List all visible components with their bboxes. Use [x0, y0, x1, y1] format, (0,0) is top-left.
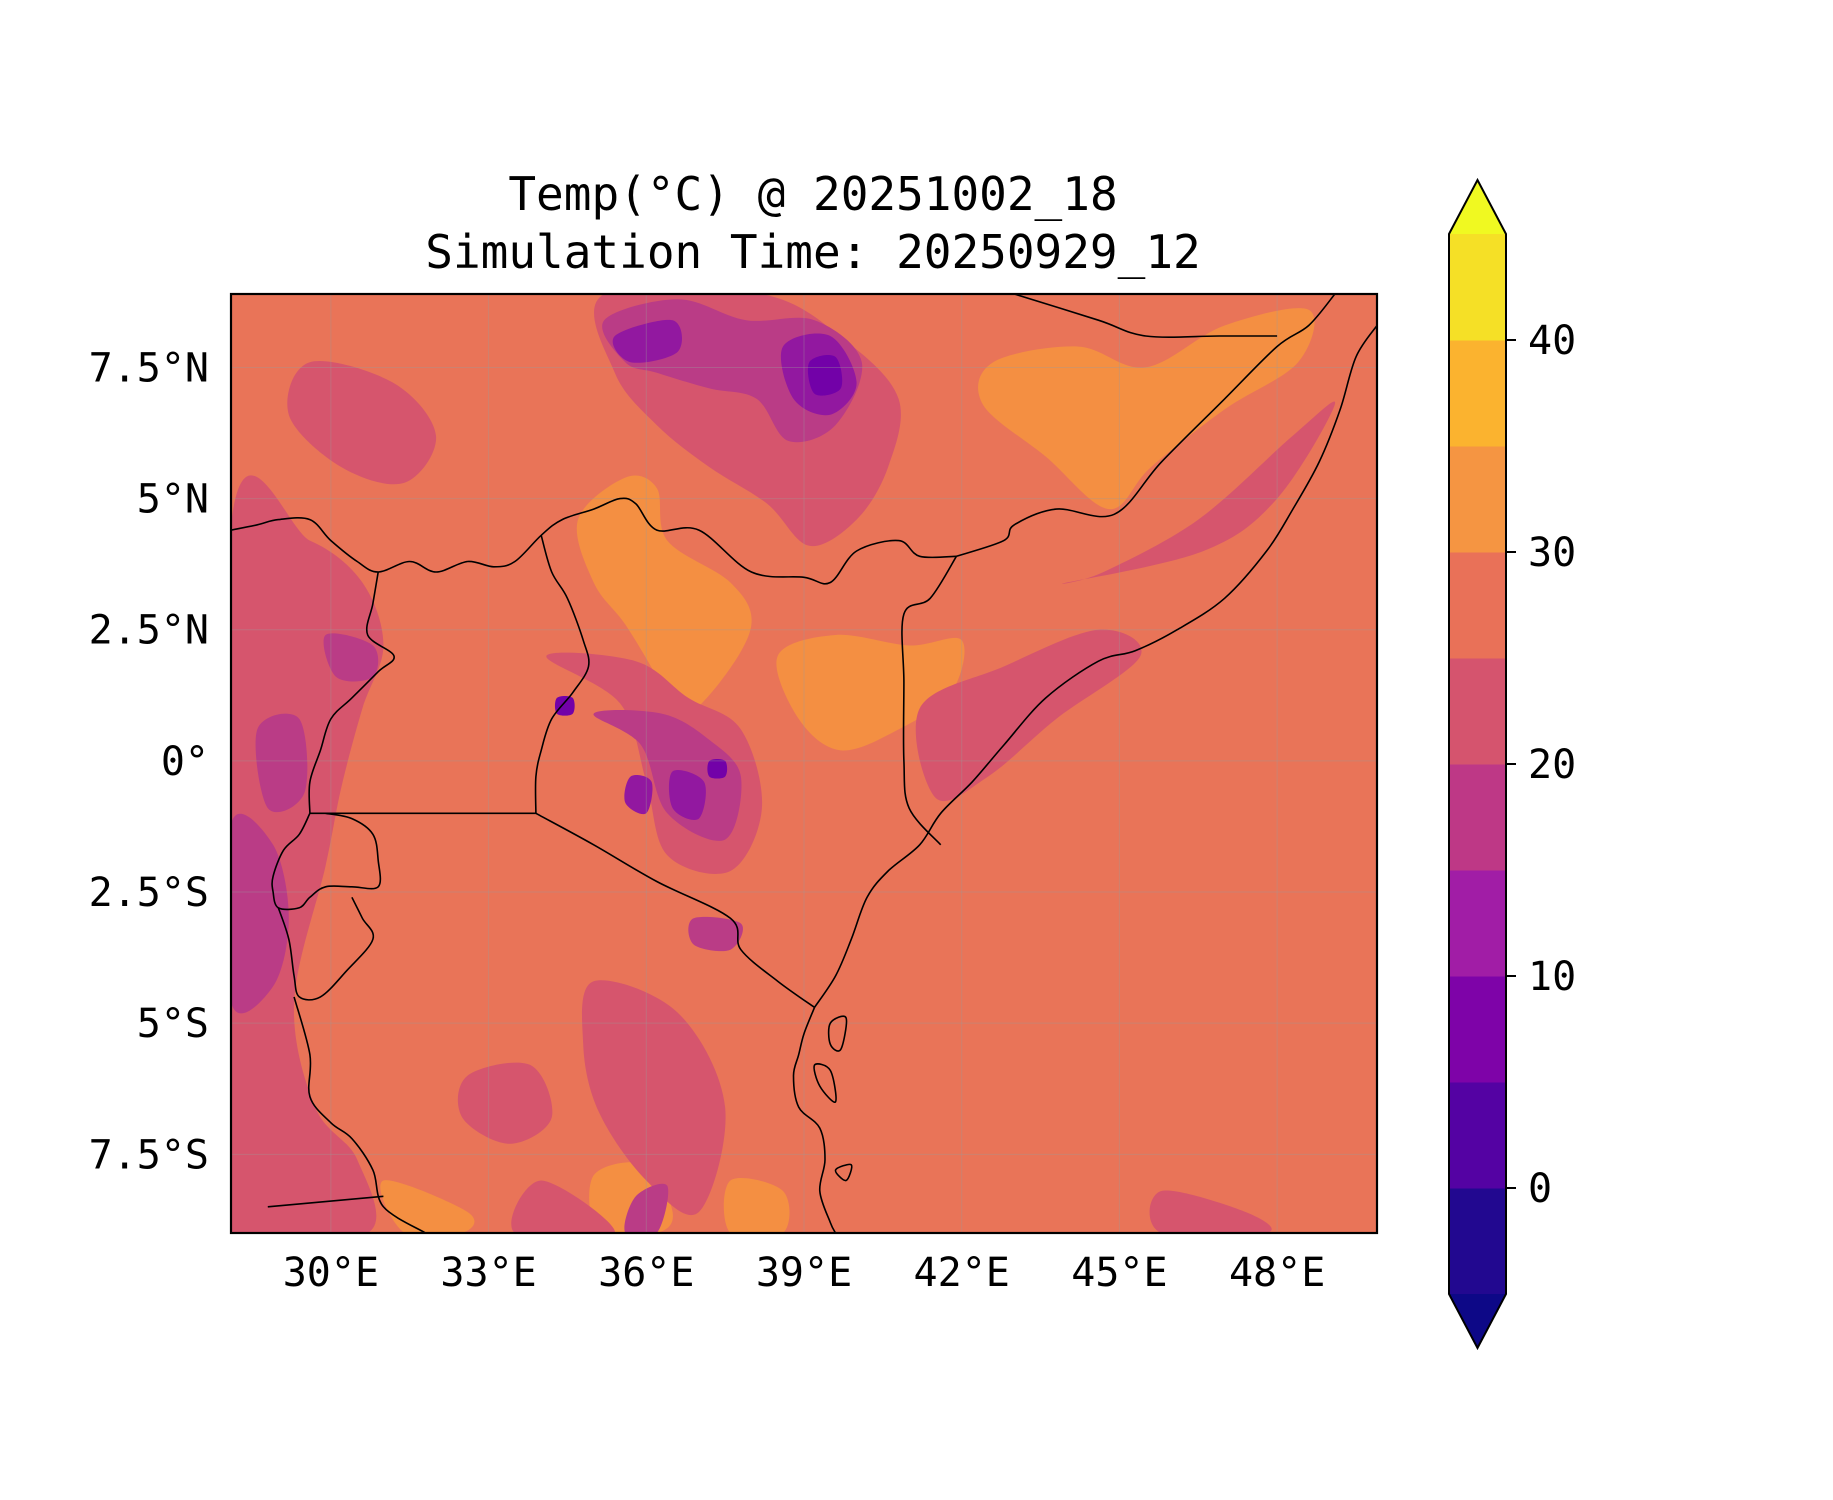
colorbar-level-35-40 — [1449, 340, 1506, 447]
temperature-region-17c-22 — [624, 1183, 669, 1233]
gridlines — [231, 294, 1377, 1233]
lon-tick-label: 30°E — [283, 1250, 379, 1296]
lat-tick-label: 5°N — [137, 477, 209, 523]
country-border-7 — [901, 555, 958, 846]
temperature-region-35c-1 — [576, 475, 752, 719]
colorbar-tick-label: 40 — [1528, 318, 1576, 364]
temperature-region-17c-20 — [323, 633, 379, 682]
island-outline-3 — [813, 1063, 837, 1104]
country-border-0 — [231, 497, 957, 585]
colorbar-level-0-5 — [1449, 1082, 1506, 1189]
country-borders-and-coastlines — [231, 294, 1377, 1233]
lat-tick-label: 7.5°N — [89, 345, 209, 391]
colorbar: 0 10 20 30 40 — [1448, 177, 1576, 1351]
colorbar-level-10-15 — [1449, 870, 1506, 977]
country-border-4 — [535, 812, 815, 1009]
country-border-11 — [267, 1195, 384, 1208]
temperature-region-17c-18 — [231, 813, 289, 1014]
colorbar-over-extension — [1449, 180, 1506, 234]
colorbar-level-40-45 — [1449, 234, 1506, 341]
country-border-9 — [1014, 294, 1278, 338]
lat-tick-label: 7.5°S — [89, 1132, 209, 1178]
coastline-0 — [813, 325, 1377, 1008]
temperature-region-7c-27 — [807, 354, 843, 396]
temperature-region-22c-13 — [457, 1062, 553, 1144]
colorbar-tick-label: 0 — [1528, 1166, 1552, 1212]
title-line-2: Simulation Time: 20250929_12 — [425, 225, 1200, 279]
temperature-region-17c-21 — [688, 916, 743, 952]
lat-tick-label: 5°S — [137, 1001, 209, 1047]
island-outline-2 — [827, 1015, 848, 1052]
colorbar-level-20-25 — [1449, 658, 1506, 765]
island-outline-4 — [834, 1163, 853, 1182]
temperature-region-17c-17 — [593, 710, 742, 841]
latitude-axis: 7.5°N 5°N 2.5°N 0° 2.5°S 5°S 7.5°S — [89, 345, 209, 1178]
longitude-axis: 30°E 33°E 36°E 39°E 42°E 45°E 48°E — [283, 1250, 1326, 1296]
map-frame — [229, 292, 1379, 1235]
temperature-region-12c-24 — [612, 319, 683, 363]
lat-tick-label: 2.5°N — [89, 608, 209, 654]
country-border-5 — [271, 812, 382, 911]
country-border-10 — [293, 996, 426, 1233]
lon-tick-label: 39°E — [756, 1250, 852, 1296]
colorbar-under-extension — [1449, 1294, 1506, 1348]
lat-tick-label: 0° — [161, 739, 209, 785]
temperature-region-22c-12 — [511, 1180, 615, 1233]
lon-tick-label: 42°E — [914, 1250, 1010, 1296]
title-line-1: Temp(°C) @ 20251002_18 — [508, 167, 1117, 221]
temperature-region-35c-0 — [978, 308, 1315, 510]
lon-tick-label: 33°E — [440, 1250, 536, 1296]
temperature-region-22c-15 — [1149, 1190, 1272, 1233]
coastline-1 — [792, 1007, 837, 1233]
temperature-contours — [231, 294, 1336, 1233]
temperature-region-35c-2 — [776, 634, 965, 751]
colorbar-level-25-30 — [1449, 552, 1506, 659]
colorbar-outline — [1448, 177, 1507, 1351]
figure-title: Temp(°C) @ 20251002_18 Simulation Time: … — [425, 167, 1200, 279]
country-border-2 — [308, 571, 395, 814]
temperature-region-22c-10 — [1062, 401, 1336, 584]
temperature-region-7c-28 — [707, 758, 728, 779]
temperature-region-12c-25 — [624, 775, 653, 815]
temperature-region-12c-26 — [668, 770, 706, 820]
temperature-region-35c-5 — [380, 1180, 475, 1233]
lon-tick-label: 36°E — [598, 1250, 694, 1296]
lat-tick-label: 2.5°S — [89, 870, 209, 916]
colorbar-level--5-0 — [1449, 1188, 1506, 1295]
temperature-region-22c-14 — [287, 361, 437, 485]
colorbar-level-15-20 — [1449, 764, 1506, 871]
temperature-region-22c-11 — [581, 980, 726, 1216]
temperature-region-35c-4 — [723, 1177, 790, 1233]
lon-tick-label: 45°E — [1071, 1250, 1167, 1296]
colorbar-level-5-10 — [1449, 976, 1506, 1083]
map-panel: 7.5°N 5°N 2.5°N 0° 2.5°S 5°S 7.5°S 30°E 33°E 36°… — [89, 292, 1379, 1296]
country-border-8 — [956, 294, 1336, 558]
country-border-6 — [277, 896, 375, 1001]
colorbar-level-30-35 — [1449, 446, 1506, 553]
temperature-region-7c-29 — [554, 695, 575, 716]
temperature-region-17c-19 — [255, 713, 308, 813]
colorbar-tick-label: 30 — [1528, 530, 1576, 576]
country-border-1 — [534, 535, 590, 814]
colorbar-tick-label: 20 — [1528, 742, 1576, 788]
lon-tick-label: 48°E — [1229, 1250, 1325, 1296]
colorbar-tick-label: 10 — [1528, 954, 1576, 1000]
